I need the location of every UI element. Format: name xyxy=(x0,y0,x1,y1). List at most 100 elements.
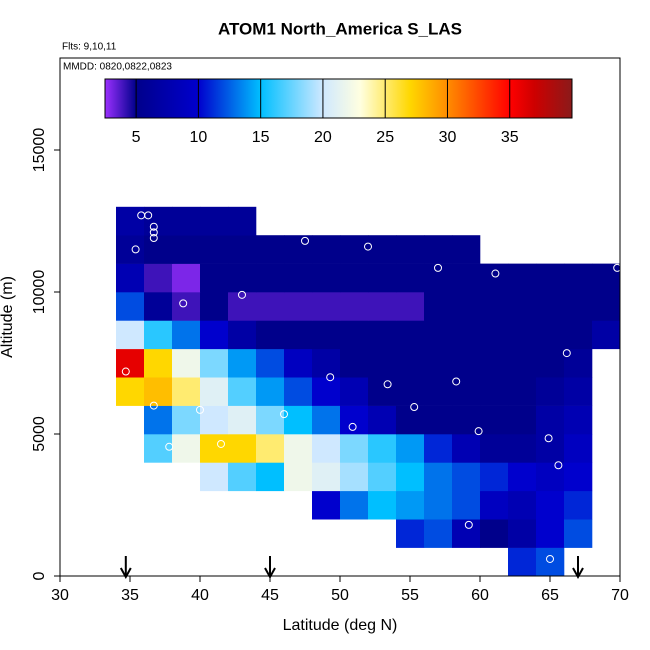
heat-cell xyxy=(424,519,453,548)
flight-point xyxy=(149,234,158,243)
flight-point xyxy=(280,410,288,419)
chart-title: ATOM1 North_America S_LAS xyxy=(218,19,462,38)
heat-cell xyxy=(228,206,257,236)
flight-point xyxy=(217,439,225,448)
heat-cell xyxy=(452,434,481,463)
flight-point xyxy=(434,263,442,272)
heat-cell xyxy=(200,462,229,492)
heat-cell xyxy=(172,377,201,406)
heat-cell xyxy=(424,320,453,350)
heat-cell xyxy=(172,434,201,463)
flight-point xyxy=(364,242,372,251)
heat-cell xyxy=(396,320,425,350)
heat-cell xyxy=(256,263,285,293)
heat-cell xyxy=(480,292,509,321)
heat-cell xyxy=(564,263,593,293)
flight-point xyxy=(410,403,419,412)
heat-cell xyxy=(116,348,145,378)
heat-cell xyxy=(536,547,565,577)
colorbar-tick-label: 5 xyxy=(132,129,141,146)
heat-cell xyxy=(396,235,425,264)
heat-cell xyxy=(480,405,509,435)
flight-point xyxy=(348,422,357,431)
heat-cell xyxy=(480,348,509,378)
flight-point xyxy=(149,401,158,410)
heat-cell xyxy=(312,292,341,321)
heat-cell xyxy=(116,320,145,350)
heat-cell xyxy=(228,263,257,293)
heat-cell xyxy=(200,206,229,236)
heat-cell xyxy=(172,263,201,293)
heat-cell xyxy=(564,320,593,350)
heat-cell xyxy=(256,235,285,264)
heat-cell xyxy=(228,320,257,350)
heat-cell xyxy=(340,263,369,293)
heat-cell xyxy=(172,292,201,321)
heat-cell xyxy=(536,434,565,463)
heat-cell xyxy=(592,292,621,321)
colorbar-tick-label: 35 xyxy=(501,129,519,146)
heat-cell xyxy=(452,462,481,492)
heat-cell xyxy=(340,348,369,378)
heat-cell xyxy=(424,377,453,406)
heat-cell xyxy=(256,462,285,492)
heat-cell xyxy=(536,320,565,350)
heat-cell xyxy=(284,405,313,435)
heat-cell xyxy=(228,462,257,492)
heat-cell xyxy=(312,235,341,264)
heat-cell xyxy=(200,377,229,406)
heat-cell xyxy=(256,405,285,435)
heat-cell xyxy=(424,348,453,378)
x-tick-label: 55 xyxy=(401,587,419,604)
heat-cell xyxy=(396,292,425,321)
colorbar-tick-label: 20 xyxy=(314,129,332,146)
heat-cell xyxy=(116,235,145,264)
x-tick-label: 60 xyxy=(471,587,489,604)
heat-cell xyxy=(144,235,173,264)
heat-cell xyxy=(256,292,285,321)
heat-cell xyxy=(200,405,229,435)
flight-point xyxy=(149,228,158,237)
heat-cell xyxy=(256,320,285,350)
flight-point xyxy=(544,434,553,443)
heat-cell xyxy=(508,405,537,435)
heat-cell xyxy=(508,462,537,492)
heat-cell xyxy=(340,235,369,264)
flight-point xyxy=(301,236,309,245)
heat-cell xyxy=(284,320,313,350)
heat-cell xyxy=(564,405,593,435)
heat-cell xyxy=(144,405,173,435)
heat-cell xyxy=(172,405,201,435)
flight-arrow-head xyxy=(119,567,132,580)
flight-point xyxy=(121,367,130,376)
annotation: Flts: 9,10,11 xyxy=(62,42,117,53)
heat-cell xyxy=(396,263,425,293)
heat-cell xyxy=(508,348,537,378)
heat-cell xyxy=(564,377,593,406)
heat-cell xyxy=(368,490,397,520)
flight-point xyxy=(179,299,188,308)
flight-point xyxy=(149,222,158,231)
heat-cell xyxy=(200,434,229,463)
heat-cell xyxy=(312,377,341,406)
heat-cell xyxy=(200,348,229,378)
heat-cell xyxy=(452,235,481,264)
heat-cell xyxy=(340,405,369,435)
heat-cell xyxy=(200,320,229,350)
heat-cell xyxy=(256,434,285,463)
heat-cell xyxy=(452,263,481,293)
heat-cell xyxy=(452,519,481,548)
flight-point xyxy=(326,373,335,382)
heat-cell xyxy=(368,405,397,435)
colorbar-tick-label: 25 xyxy=(376,129,394,146)
heat-cell xyxy=(480,490,509,520)
y-tick-label: 0 xyxy=(31,571,48,580)
heat-cell xyxy=(424,292,453,321)
heat-cell xyxy=(452,320,481,350)
heat-cell xyxy=(424,462,453,492)
heat-cell xyxy=(340,490,369,520)
x-tick-label: 30 xyxy=(51,587,69,604)
flight-point xyxy=(238,290,246,299)
heat-cell xyxy=(144,263,173,293)
